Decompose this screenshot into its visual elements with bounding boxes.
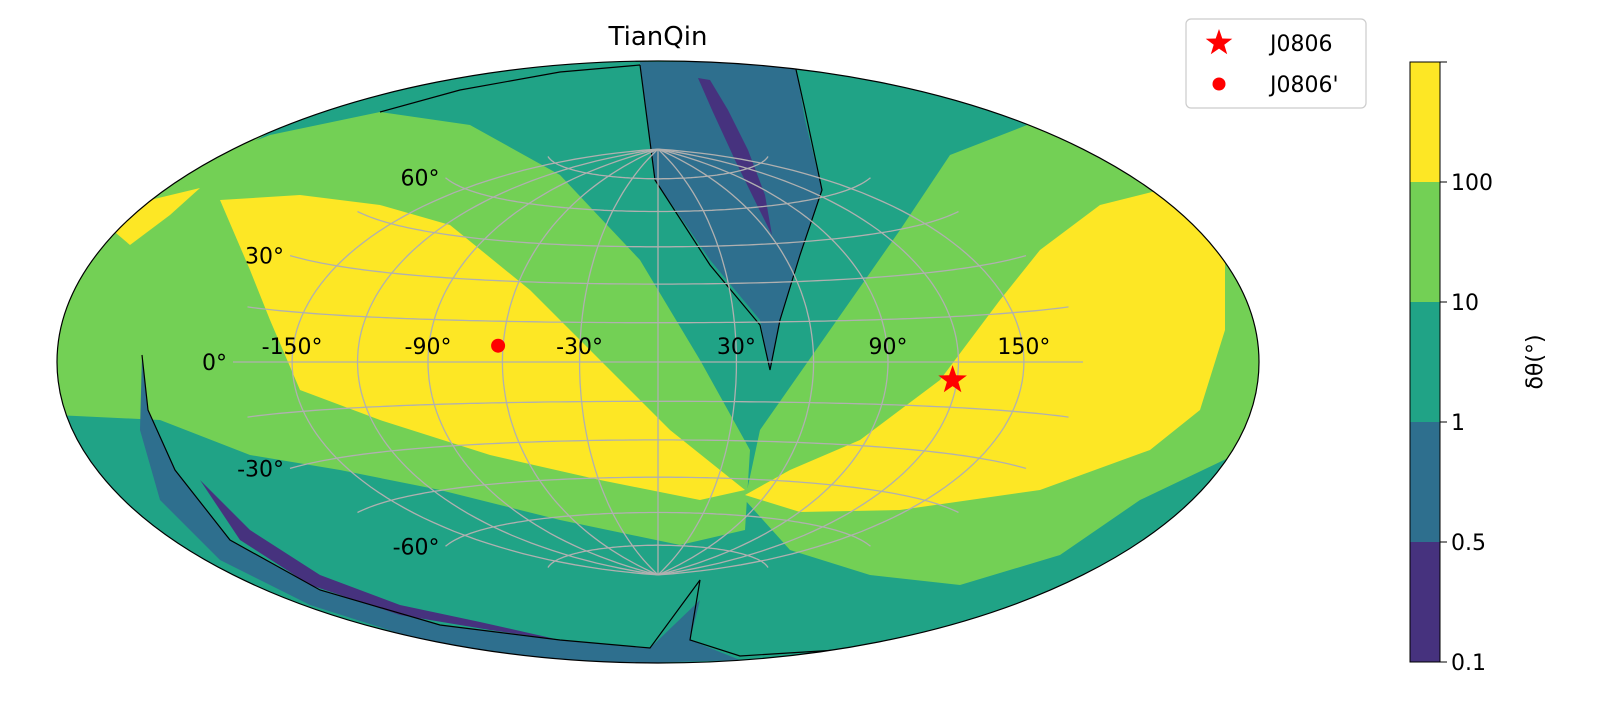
legend-star-marker (1205, 29, 1233, 55)
map-regions (57, 62, 1259, 663)
parallel (289, 439, 1027, 470)
colorbar-label: δθ(°) (1523, 334, 1548, 389)
contour-top (639, 64, 823, 371)
parallel (247, 306, 1069, 324)
region-darkest-top (698, 78, 772, 235)
parallel (547, 544, 769, 568)
colorbar-band (1410, 422, 1440, 542)
colorbar-band (1410, 542, 1440, 662)
lon-tick-label: 150° (997, 335, 1050, 360)
colorbar-tick-label: 100 (1451, 171, 1493, 196)
marker-j0806 (938, 365, 967, 393)
region-dark-top (640, 62, 822, 370)
colorbar-bands (1410, 62, 1440, 662)
legend-label-j0806: J0806 (1268, 32, 1332, 57)
lat-tick-label: 0° (202, 351, 227, 376)
lon-tick-label: 90° (869, 335, 908, 360)
data-markers (491, 338, 967, 393)
colorbar-band (1410, 62, 1440, 182)
region-yellow-far-left (110, 188, 200, 245)
colorbar-band (1410, 182, 1440, 302)
contour-bottom (141, 354, 1001, 657)
graticule (233, 148, 1083, 576)
legend-label-j0806-prime: J0806' (1268, 73, 1339, 98)
region-yellow-left (220, 195, 745, 500)
parallel (357, 476, 959, 514)
lon-tick-label: -30° (556, 335, 603, 360)
colorbar-tick-label: 10 (1451, 291, 1479, 316)
lon-tick-label: -90° (405, 335, 452, 360)
colorbar-band (1410, 302, 1440, 422)
lat-tick-label: -30° (237, 457, 284, 482)
colorbar-tick-label: 1 (1451, 411, 1465, 436)
parallel (445, 511, 871, 547)
chart-title: TianQin (608, 22, 708, 52)
parallel (357, 210, 959, 248)
lon-tick-label: 30° (717, 335, 756, 360)
sky-map (57, 61, 1259, 663)
marker-j0806-prime (491, 338, 506, 353)
parallel (247, 400, 1069, 418)
colorbar-frame (1409, 61, 1441, 663)
region-dark-bottom (140, 355, 740, 663)
legend-dot-marker (1212, 77, 1226, 91)
map-outline (56, 60, 1260, 664)
lat-tick-labels: -60° -30° 0° 30° 60° (202, 167, 440, 561)
lon-tick-label: -150° (262, 335, 323, 360)
colorbar-ticks: 0.1 0.5 1 10 100 (1440, 61, 1493, 676)
contour-top-left (379, 64, 641, 113)
legend: J0806 J0806' (1185, 18, 1367, 109)
parallel (547, 156, 769, 180)
lat-tick-label: 30° (245, 245, 284, 270)
lon-tick-labels: -150° -90° -30° 30° 90° 150° (262, 335, 1051, 360)
parallel (289, 254, 1027, 285)
lat-tick-label: -60° (393, 535, 440, 560)
parallel (445, 177, 871, 213)
lat-tick-label: 60° (401, 167, 440, 192)
region-yellow-right (745, 185, 1225, 512)
region-green-top-left (140, 132, 270, 215)
colorbar: 0.1 0.5 1 10 100 δθ(°) (1409, 61, 1548, 676)
colorbar-tick-label: 0.1 (1451, 651, 1486, 676)
legend-frame (1185, 18, 1367, 109)
colorbar-tick-label: 0.5 (1451, 531, 1486, 556)
